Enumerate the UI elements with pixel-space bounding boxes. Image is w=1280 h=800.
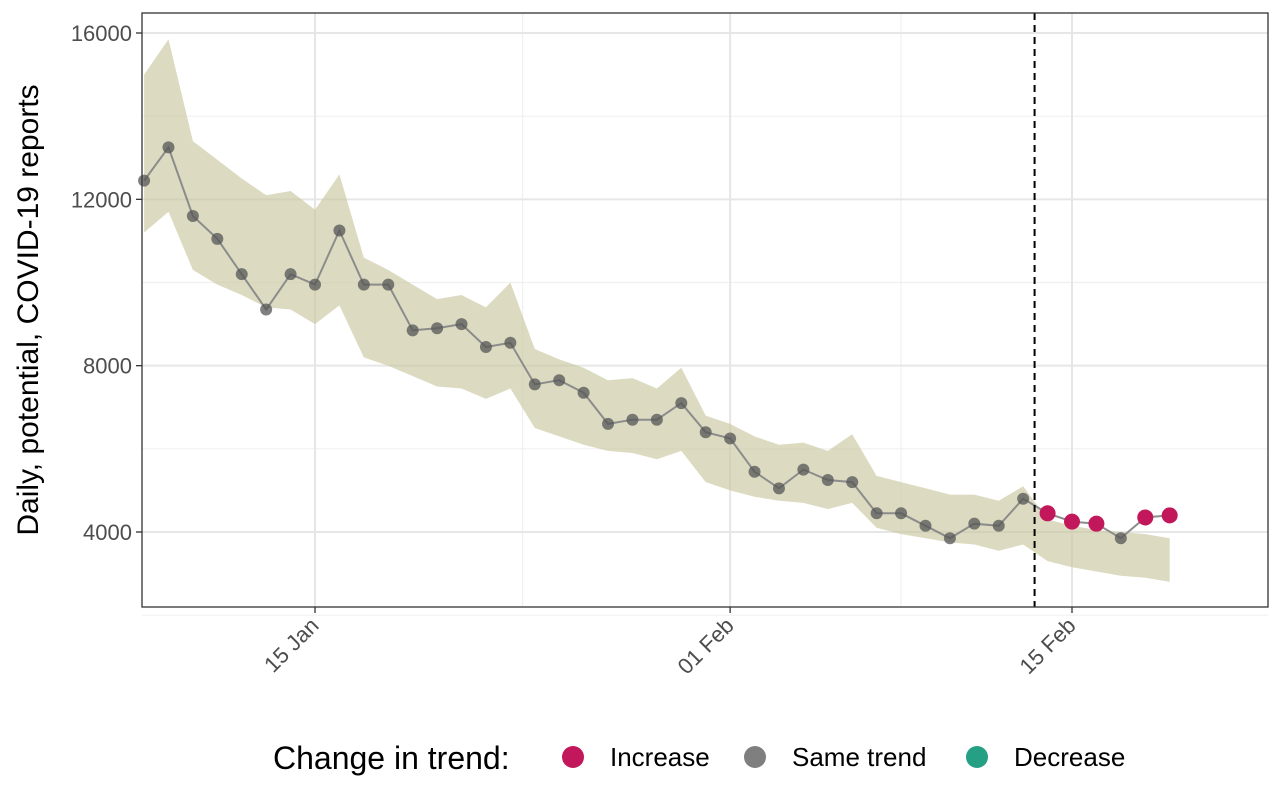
data-point-same-trend [772,482,785,495]
data-point-same-trend [895,507,908,520]
data-point-same-trend [699,426,712,439]
data-point-same-trend [504,336,517,349]
data-point-same-trend [821,474,834,487]
y-tick-label: 8000 [83,354,132,379]
legend-label: Increase [610,742,710,772]
data-point-same-trend [968,517,981,530]
legend-key-decrease [966,746,988,768]
data-point-same-trend [992,519,1005,532]
data-point-same-trend [479,340,492,353]
data-point-same-trend [186,209,199,222]
legend-label: Decrease [1014,742,1125,772]
data-point-same-trend [309,278,321,291]
data-point-same-trend [748,465,761,478]
data-point-same-trend [357,278,370,291]
data-point-same-trend [553,374,566,387]
data-point-same-trend [138,174,151,187]
data-point-same-trend [260,303,273,316]
data-point-increase [1039,505,1056,522]
data-point-same-trend [943,532,956,545]
data-point-same-trend [211,232,224,245]
data-point-same-trend [675,397,688,410]
data-point-same-trend [528,378,541,391]
y-axis-title: Daily, potential, COVID-19 reports [12,84,45,535]
data-point-same-trend [162,141,175,154]
data-point-same-trend [406,324,419,337]
data-point-same-trend [382,278,395,291]
data-point-same-trend [602,417,615,430]
y-axis: 4000 8000 12000 16000 [71,21,142,545]
data-point-same-trend [577,386,590,399]
legend-label: Same trend [792,742,926,772]
data-point-increase [1161,507,1178,524]
y-tick-label: 4000 [83,520,132,545]
data-point-increase [1064,513,1080,530]
data-point-same-trend [235,268,248,281]
legend-key-increase [562,746,584,768]
data-point-same-trend [919,519,932,532]
data-point-same-trend [333,224,346,237]
data-point-same-trend [284,268,297,281]
data-point-same-trend [626,413,639,426]
data-point-increase [1088,515,1105,532]
data-point-same-trend [724,432,737,445]
y-tick-label: 12000 [71,187,132,212]
panel-border [141,12,1269,608]
data-point-same-trend [797,463,810,476]
data-point-same-trend [1017,492,1030,505]
y-tick-label: 16000 [71,21,132,46]
legend-key-same-trend [744,746,766,768]
data-point-same-trend [870,507,883,520]
data-point-same-trend [431,322,444,335]
data-points [138,141,1178,545]
legend-title: Change in trend: [273,740,510,776]
data-point-same-trend [846,476,859,489]
legend: Change in trend: Increase Same trend Decrea… [273,740,1125,776]
data-point-same-trend [455,318,468,331]
data-point-increase [1137,509,1154,526]
data-point-same-trend [1114,532,1127,545]
data-point-same-trend [650,413,663,426]
